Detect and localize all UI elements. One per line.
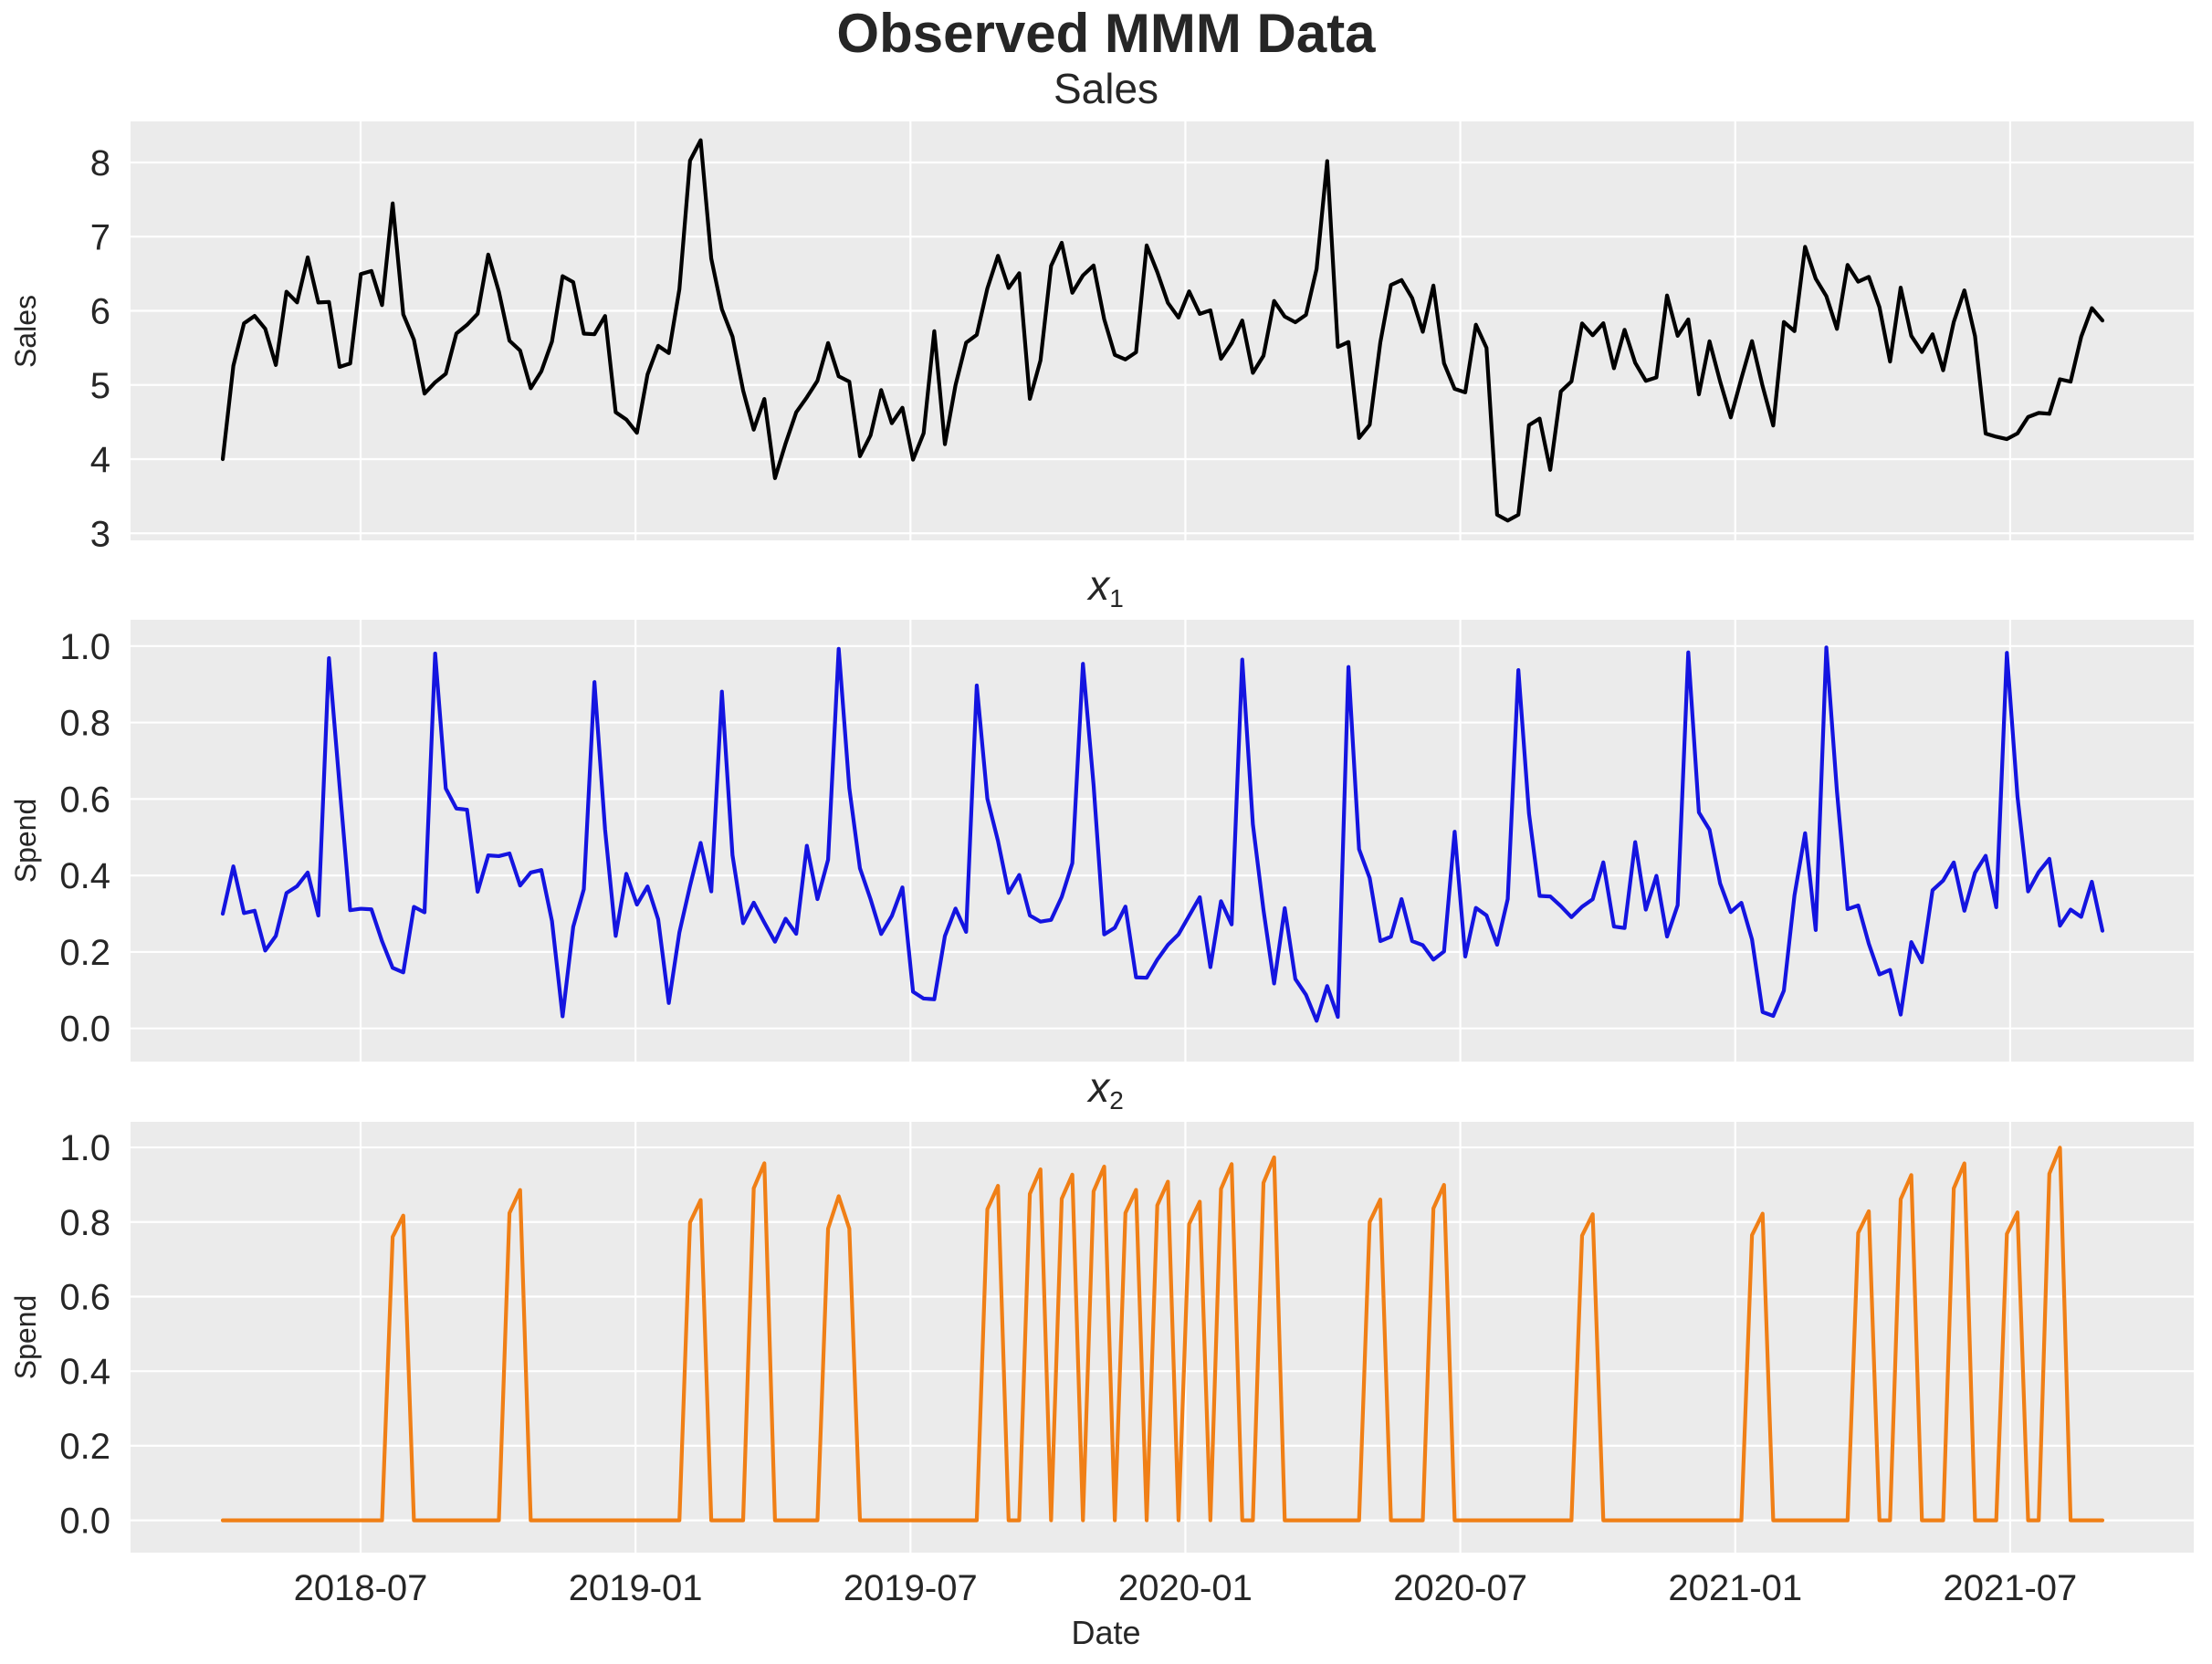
- svg-text:2020-01: 2020-01: [1118, 1568, 1253, 1608]
- svg-text:0.8: 0.8: [59, 1203, 110, 1243]
- svg-text:2019-07: 2019-07: [844, 1568, 978, 1608]
- svg-text:0.6: 0.6: [59, 1277, 110, 1317]
- svg-text:2018-07: 2018-07: [294, 1568, 428, 1608]
- svg-text:3: 3: [90, 514, 110, 554]
- svg-text:0.6: 0.6: [59, 780, 110, 820]
- svg-text:6: 6: [90, 292, 110, 332]
- svg-text:8: 8: [90, 143, 110, 183]
- svg-text:0.4: 0.4: [59, 1352, 110, 1392]
- svg-text:0.4: 0.4: [59, 856, 110, 896]
- svg-text:0.8: 0.8: [59, 704, 110, 744]
- svg-text:2020-07: 2020-07: [1393, 1568, 1527, 1608]
- svg-text:2021-01: 2021-01: [1668, 1568, 1802, 1608]
- svg-text:0.2: 0.2: [59, 1427, 110, 1467]
- svg-text:7: 7: [90, 217, 110, 257]
- svg-text:2019-01: 2019-01: [569, 1568, 703, 1608]
- svg-text:0.0: 0.0: [59, 1502, 110, 1542]
- svg-text:0.2: 0.2: [59, 933, 110, 973]
- svg-text:1.0: 1.0: [59, 1128, 110, 1168]
- svg-text:2021-07: 2021-07: [1944, 1568, 2078, 1608]
- svg-text:1.0: 1.0: [59, 627, 110, 667]
- svg-text:5: 5: [90, 366, 110, 406]
- svg-text:0.0: 0.0: [59, 1010, 110, 1050]
- svg-text:4: 4: [90, 440, 110, 480]
